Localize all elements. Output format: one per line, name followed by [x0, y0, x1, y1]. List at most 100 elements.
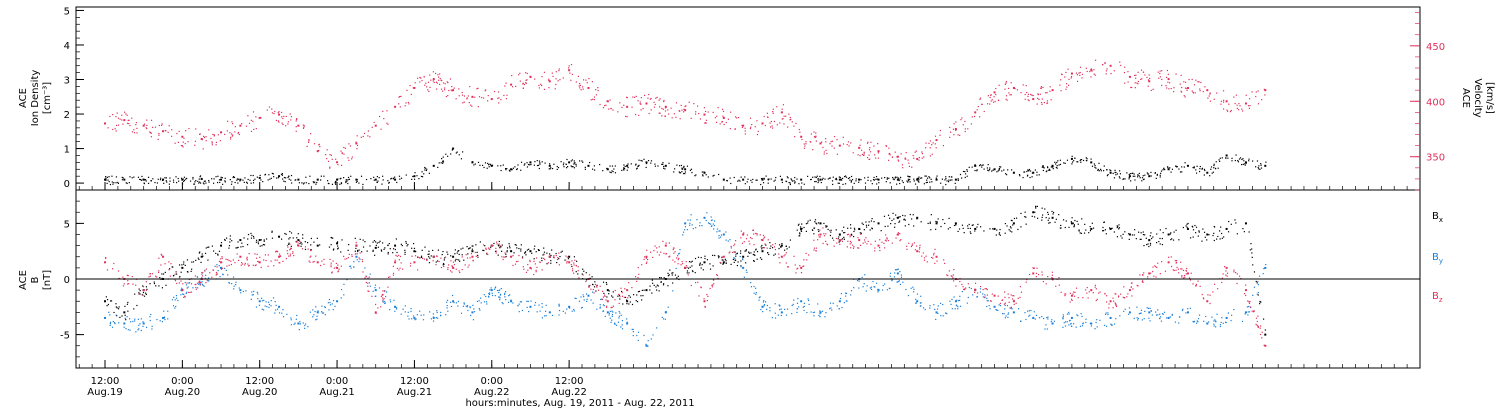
bx-trace-dot — [692, 270, 694, 273]
bz-point — [645, 255, 648, 258]
velocity-trace-dot — [1041, 103, 1043, 105]
density-trace-dot — [853, 182, 855, 184]
velocity-trace-dot — [158, 124, 160, 127]
density-point — [896, 178, 899, 181]
bz-trace-dot — [665, 253, 667, 255]
velocity-trace-dot — [522, 87, 525, 89]
bz-trace-dot — [553, 255, 555, 257]
by-trace-dot — [186, 291, 188, 293]
bx-trace-dot — [1216, 238, 1218, 240]
density-trace-dot — [524, 163, 526, 165]
bz-trace-dot — [700, 286, 702, 288]
bz-trace-dot — [105, 256, 107, 259]
velocity-trace-dot — [1022, 84, 1024, 86]
velocity-trace-dot — [1089, 70, 1091, 73]
bz-trace-dot — [979, 285, 982, 288]
velocity-point — [626, 105, 629, 108]
bz-trace-dot — [323, 258, 325, 261]
bx-trace-dot — [909, 213, 911, 216]
density-trace-dot — [761, 177, 763, 180]
velocity-trace-dot — [313, 143, 316, 145]
velocity-trace-dot — [1104, 62, 1106, 64]
velocity-trace-dot — [791, 121, 793, 123]
velocity-trace-dot — [1050, 99, 1052, 101]
by-trace-dot — [1094, 328, 1096, 330]
by-trace-dot — [198, 283, 200, 285]
by-trace-dot — [156, 318, 158, 321]
density-trace-dot — [907, 181, 909, 183]
velocity-trace-dot — [1169, 82, 1171, 84]
bx-trace-dot — [774, 253, 776, 255]
bx-trace-dot — [1251, 256, 1253, 258]
velocity-trace-dot — [914, 151, 916, 153]
by-trace-dot — [618, 315, 621, 317]
bz-trace-dot — [709, 287, 711, 290]
velocity-trace-dot — [570, 63, 573, 66]
velocity-trace-dot — [862, 154, 865, 157]
bz-trace-dot — [337, 271, 339, 273]
density-trace-dot — [838, 182, 840, 184]
velocity-point — [703, 113, 706, 116]
velocity-trace-dot — [426, 86, 428, 88]
bz-trace-dot — [221, 267, 224, 269]
bz-trace-dot — [158, 270, 160, 272]
bz-trace-dot — [365, 276, 367, 278]
by-trace-dot — [846, 300, 848, 302]
bx-trace-dot — [655, 286, 657, 288]
density-trace-dot — [1114, 169, 1116, 171]
bx-trace-dot — [138, 292, 140, 294]
density-trace-dot — [489, 163, 491, 165]
velocity-trace-dot — [949, 136, 951, 138]
by-trace-dot — [184, 296, 186, 298]
velocity-trace-dot — [136, 132, 138, 134]
by-trace-dot — [1213, 325, 1215, 327]
velocity-trace-dot — [675, 102, 678, 104]
bz-trace-dot — [833, 245, 835, 247]
by-trace-dot — [384, 290, 386, 292]
bz-point — [239, 255, 242, 258]
bz-trace-dot — [282, 260, 284, 263]
velocity-trace-dot — [801, 138, 803, 141]
density-trace-dot — [111, 175, 113, 177]
bz-trace-dot — [158, 257, 160, 259]
bx-trace-dot — [760, 246, 762, 248]
bx-trace-dot — [509, 247, 511, 249]
by-trace-dot — [505, 291, 507, 293]
velocity-trace-dot — [1193, 84, 1196, 86]
by-trace-dot — [1247, 311, 1249, 313]
bx-trace-dot — [1073, 226, 1075, 228]
bz-trace-dot — [395, 254, 397, 256]
by-trace-dot — [489, 292, 491, 294]
density-trace-dot — [1167, 166, 1169, 168]
velocity-trace-dot — [1255, 96, 1257, 98]
density-trace-dot — [1100, 170, 1102, 172]
density-trace-dot — [767, 178, 769, 180]
bx-trace-dot — [1253, 271, 1256, 273]
density-trace-dot — [1131, 172, 1133, 175]
bz-trace-dot — [263, 259, 265, 261]
bx-trace-dot — [850, 227, 852, 229]
bz-trace-dot — [503, 256, 505, 258]
bz-trace-dot — [887, 240, 890, 242]
velocity-trace-dot — [255, 128, 257, 130]
bz-trace-dot — [665, 242, 667, 244]
bz-trace-dot — [797, 267, 799, 269]
velocity-trace-dot — [929, 140, 932, 142]
velocity-trace-dot — [924, 147, 927, 149]
bx-trace-dot — [687, 267, 690, 269]
bz-trace-dot — [746, 234, 749, 236]
by-trace-dot — [755, 291, 757, 294]
by-trace-dot — [602, 310, 604, 313]
bx-trace-dot — [396, 251, 398, 254]
density-trace-dot — [284, 181, 286, 183]
velocity-trace-dot — [831, 145, 833, 147]
density-trace-dot — [152, 178, 154, 180]
velocity-trace-dot — [165, 130, 167, 132]
density-trace-dot — [729, 177, 731, 179]
velocity-trace-dot — [1006, 99, 1008, 101]
bz-trace-dot — [779, 262, 781, 264]
bx-trace-dot — [357, 249, 359, 252]
by-trace-dot — [645, 343, 647, 345]
by-trace-dot — [298, 329, 300, 331]
velocity-trace-dot — [1086, 70, 1088, 73]
